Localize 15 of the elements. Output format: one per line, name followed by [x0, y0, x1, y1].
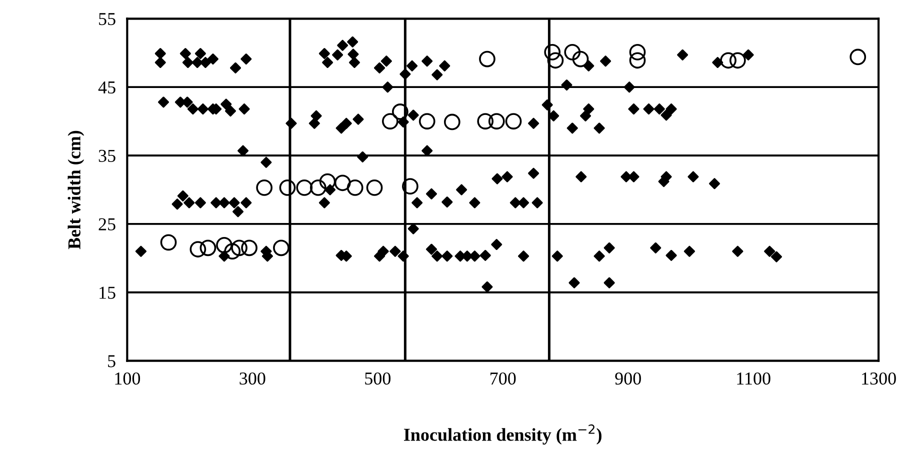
- y-tick-label: 5: [108, 355, 116, 368]
- x-axis-title: Inoculation density (m$^{−2}$): [404, 424, 602, 445]
- x-tick-label: 100: [115, 372, 140, 385]
- x-tick-label: 900: [615, 372, 641, 385]
- x-tick-label: 700: [490, 372, 516, 385]
- y-tick-label: 35: [98, 150, 116, 162]
- x-tick-label: 500: [365, 372, 390, 385]
- y-tick-label: 45: [98, 81, 116, 94]
- x-tick-label: 1100: [737, 372, 770, 385]
- y-tick-label: 15: [100, 286, 116, 299]
- y-tick-label: 25: [98, 218, 116, 230]
- y-tick-label: 55: [99, 13, 116, 26]
- x-tick-label: 1300: [862, 372, 896, 385]
- y-axis-title: Belt width (cm): [68, 130, 84, 250]
- x-tick-label: 300: [240, 372, 266, 385]
